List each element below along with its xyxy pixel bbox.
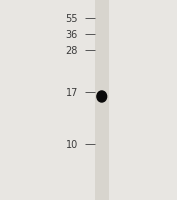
Text: 17: 17 [65, 88, 78, 98]
Text: 55: 55 [65, 14, 78, 24]
Bar [95, 0, 109, 200]
Ellipse shape [97, 92, 107, 102]
Text: 36: 36 [66, 30, 78, 40]
Text: 10: 10 [66, 139, 78, 149]
Text: 28: 28 [65, 46, 78, 56]
